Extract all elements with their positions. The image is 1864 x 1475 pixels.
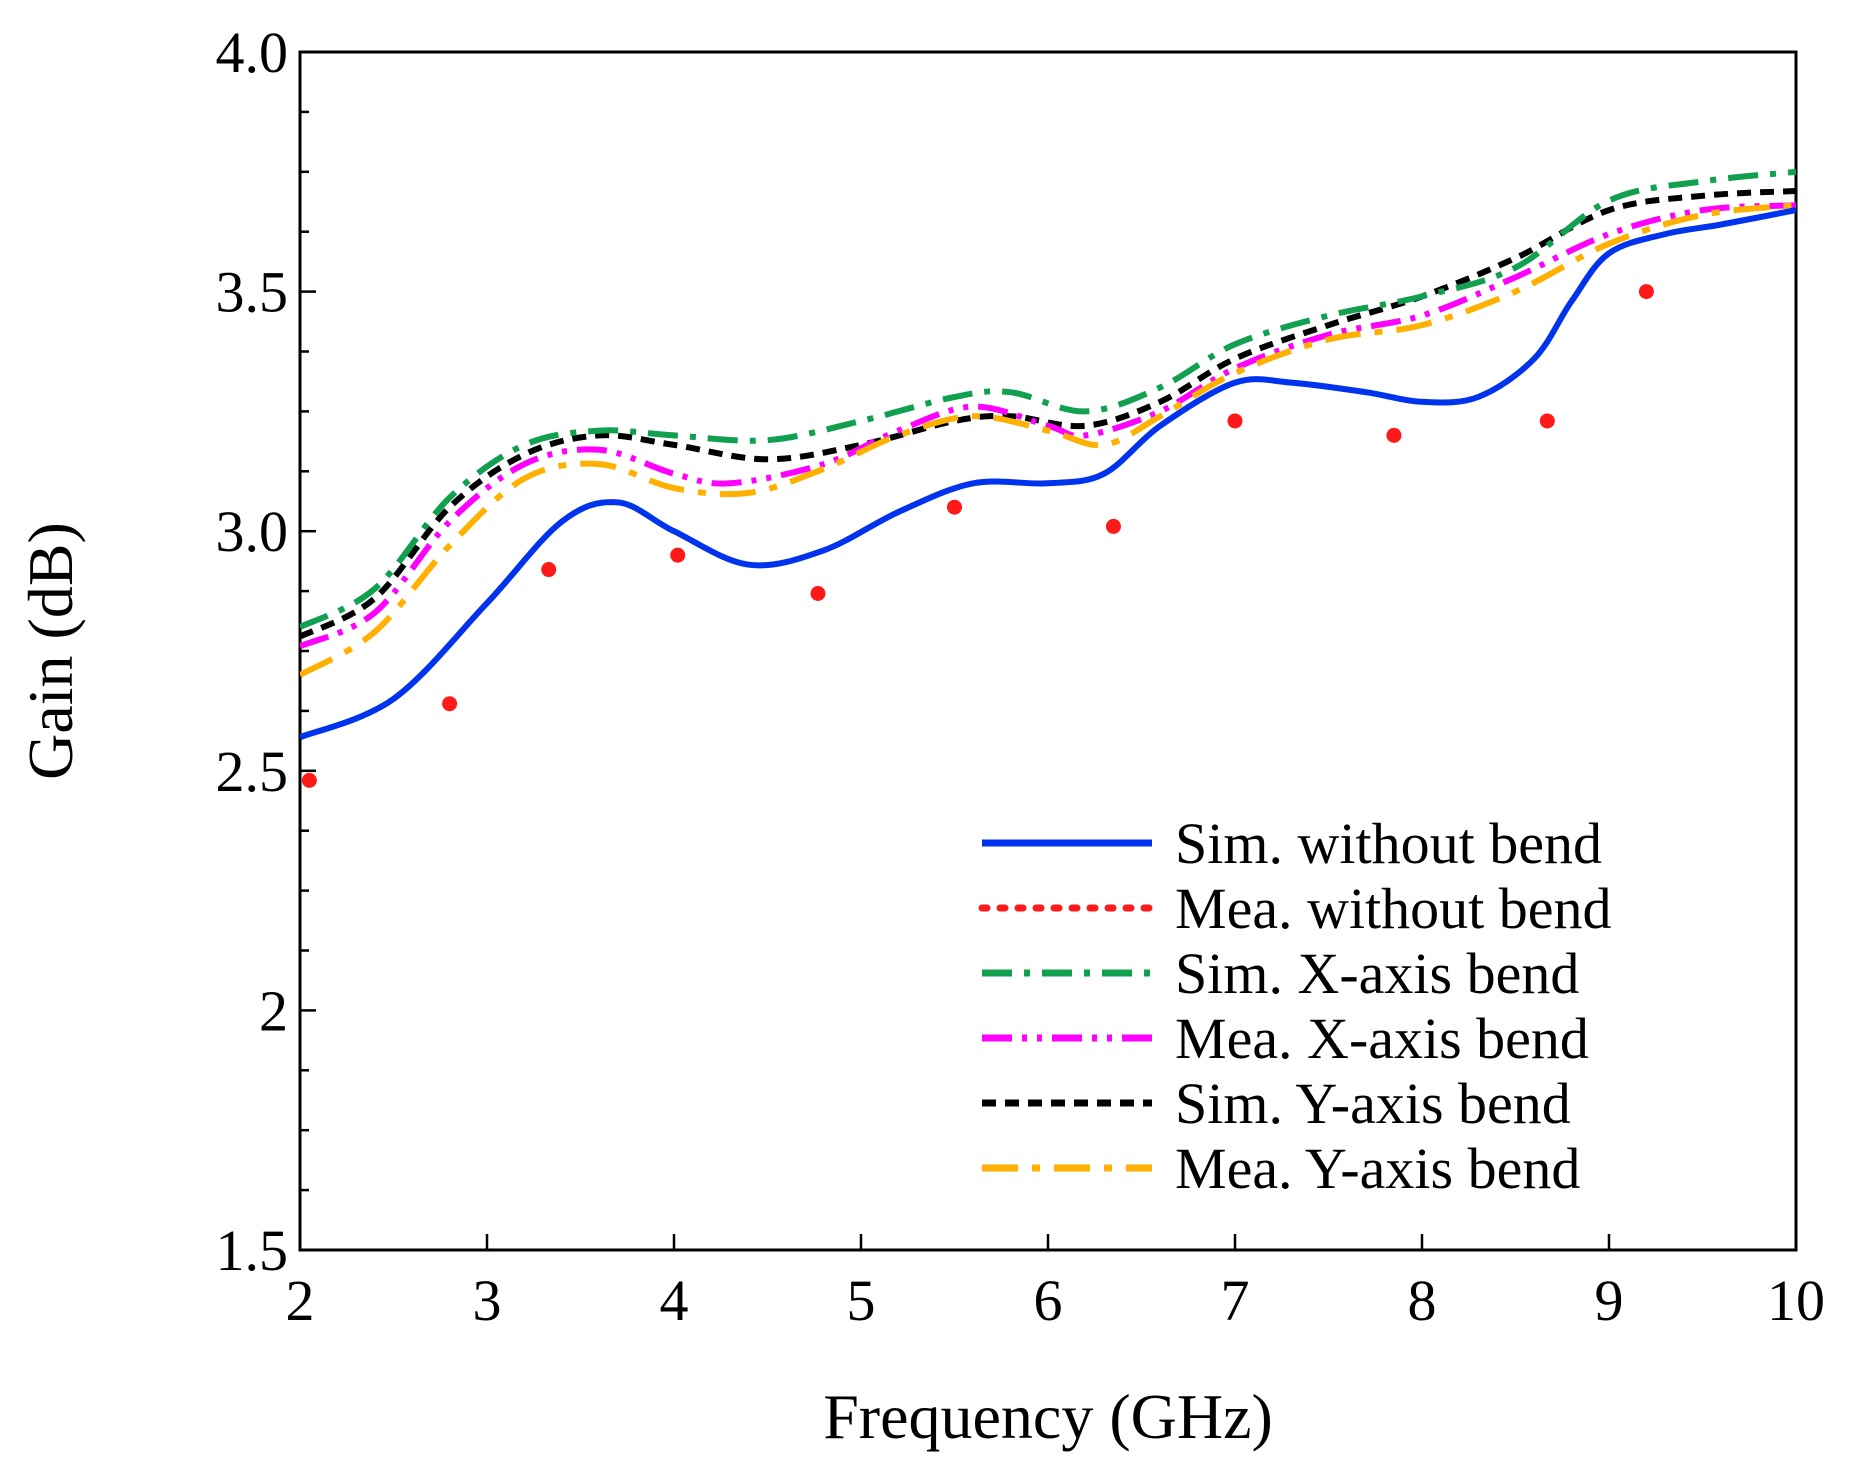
y-tick-label: 1.5 bbox=[216, 1218, 289, 1283]
series-line-3 bbox=[300, 202, 1796, 649]
x-tick-label: 10 bbox=[1767, 1268, 1825, 1333]
y-tick-label: 3.0 bbox=[216, 499, 289, 564]
data-point bbox=[670, 547, 686, 563]
legend-label-4: Sim. Y-axis bend bbox=[1175, 1071, 1571, 1136]
series-line-5 bbox=[300, 202, 1796, 678]
series-line-2 bbox=[300, 168, 1796, 630]
data-point bbox=[1386, 427, 1402, 443]
data-point bbox=[810, 585, 826, 601]
series-line-0 bbox=[300, 207, 1796, 741]
data-point bbox=[541, 562, 557, 578]
x-tick-label: 2 bbox=[286, 1268, 315, 1333]
data-point bbox=[1638, 284, 1654, 300]
legend-label-5: Mea. Y-axis bend bbox=[1175, 1136, 1580, 1201]
x-tick-label: 6 bbox=[1034, 1268, 1063, 1333]
legend-label-1: Mea. without bend bbox=[1175, 876, 1612, 941]
data-point bbox=[442, 696, 458, 712]
y-axis-title: Gain (dB) bbox=[15, 522, 86, 780]
data-point bbox=[1539, 413, 1555, 429]
x-tick-label: 8 bbox=[1408, 1268, 1437, 1333]
series-points bbox=[301, 284, 1654, 788]
y-axis-ticks: 1.5 2 2.5 3.0 3.5 4.0 bbox=[216, 20, 316, 1283]
y-tick-label: 2.5 bbox=[216, 739, 289, 804]
x-tick-label: 4 bbox=[660, 1268, 689, 1333]
legend-label-2: Sim. X-axis bend bbox=[1175, 941, 1579, 1006]
legend-label-3: Mea. X-axis bend bbox=[1175, 1006, 1589, 1071]
x-axis-title: Frequency (GHz) bbox=[823, 1381, 1273, 1452]
y-tick-label: 3.5 bbox=[216, 260, 289, 325]
x-tick-label: 5 bbox=[847, 1268, 876, 1333]
y-tick-label: 4.0 bbox=[216, 20, 289, 85]
series-lines bbox=[300, 168, 1796, 741]
x-tick-label: 7 bbox=[1221, 1268, 1250, 1333]
x-axis-ticks: 2 3 4 5 6 7 8 9 10 bbox=[286, 1234, 1825, 1333]
legend-label-0: Sim. without bend bbox=[1175, 811, 1602, 876]
data-point bbox=[301, 772, 317, 788]
x-tick-label: 3 bbox=[473, 1268, 502, 1333]
data-point bbox=[947, 499, 962, 515]
data-point bbox=[1105, 518, 1121, 534]
y-tick-label: 2 bbox=[259, 978, 288, 1043]
x-tick-label: 9 bbox=[1595, 1268, 1624, 1333]
data-point bbox=[1227, 413, 1243, 429]
series-line-4 bbox=[300, 188, 1796, 640]
